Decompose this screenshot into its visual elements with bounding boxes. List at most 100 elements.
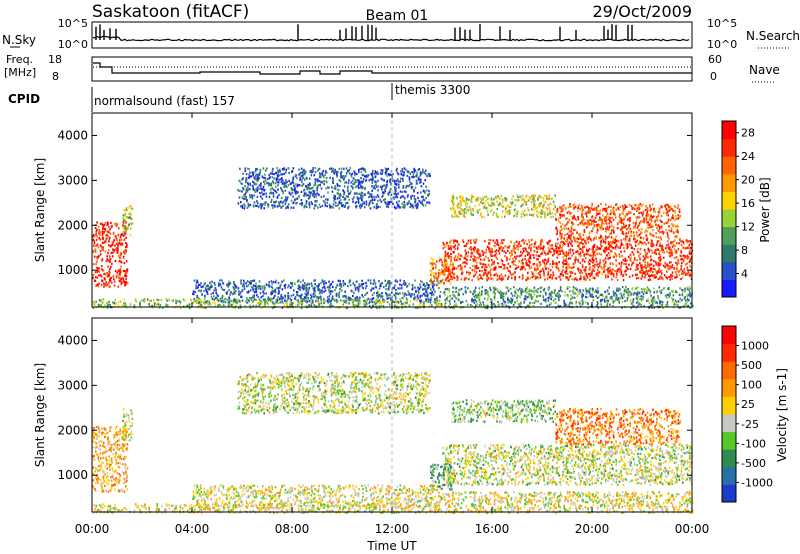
power-echo-3 — [386, 297, 389, 300]
power-echo-5 — [490, 277, 492, 280]
power-echo-5 — [581, 259, 584, 262]
power-echo-5 — [522, 263, 524, 266]
power-echo-5 — [626, 259, 628, 262]
power-echo-2 — [305, 205, 307, 208]
power-echo-8 — [655, 236, 658, 239]
power-echo-5 — [684, 247, 686, 250]
power-echo-4 — [322, 299, 325, 302]
power-echo-4 — [252, 305, 255, 308]
power-echo-8 — [606, 215, 608, 218]
power-echo-5 — [615, 264, 618, 267]
power-echo-5 — [562, 240, 564, 243]
power-echo-0 — [102, 227, 104, 230]
power-echo-2 — [287, 184, 290, 187]
power-echo-2 — [333, 196, 335, 199]
power-echo-7 — [505, 199, 508, 202]
power-echo-5 — [445, 243, 448, 246]
power-echo-2 — [381, 170, 384, 173]
power-echo-8 — [569, 205, 572, 208]
power-echo-4 — [255, 304, 258, 307]
power-echo-5 — [498, 247, 501, 251]
power-echo-6 — [448, 280, 450, 283]
power-echo-2 — [371, 175, 374, 178]
power-echo-5 — [646, 272, 649, 275]
power-echo-2 — [423, 199, 426, 202]
power-echo-5 — [568, 241, 571, 244]
power-echo-5 — [523, 250, 525, 253]
power-echo-4 — [318, 303, 321, 306]
power-echo-7 — [531, 208, 533, 211]
power-echo-2 — [252, 184, 254, 187]
power-echo-7 — [493, 203, 496, 206]
power-echo-8 — [581, 209, 583, 213]
power-echo-8 — [565, 217, 568, 220]
power-echo-3 — [322, 280, 325, 283]
power-echo-2 — [357, 181, 360, 184]
power-echo-3 — [328, 285, 330, 288]
power-echo-5 — [586, 274, 588, 277]
power-echo-0 — [108, 282, 110, 285]
power-echo-3 — [328, 295, 331, 298]
power-echo-5 — [571, 271, 574, 274]
power-echo-5 — [510, 251, 513, 254]
power-echo-8 — [624, 226, 626, 229]
power-echo-5 — [493, 254, 495, 257]
power-echo-3 — [297, 299, 299, 302]
power-echo-3 — [311, 284, 314, 287]
power-echo-5 — [490, 268, 492, 271]
power-echo-0 — [94, 227, 97, 230]
power-echo-7 — [452, 201, 454, 204]
power-echo-2 — [420, 178, 422, 181]
power-echo-4 — [431, 304, 433, 307]
power-echo-2 — [308, 190, 311, 193]
power-echo-5 — [649, 270, 652, 273]
power-echo-4 — [248, 300, 250, 303]
power-echo-2 — [397, 203, 399, 206]
power-echo-5 — [661, 250, 664, 253]
power-echo-2 — [277, 171, 279, 174]
power-echo-2 — [285, 206, 288, 209]
power-echo-0 — [93, 235, 96, 238]
power-echo-5 — [556, 247, 558, 250]
power-echo-6 — [449, 263, 452, 266]
power-echo-3 — [345, 299, 347, 302]
power-echo-5 — [671, 274, 674, 277]
power-echo-5 — [473, 246, 476, 249]
power-echo-7 — [546, 196, 548, 199]
power-echo-4 — [300, 300, 303, 303]
power-echo-8 — [641, 214, 644, 217]
power-echo-2 — [276, 167, 278, 170]
power-echo-4 — [388, 303, 391, 306]
power-echo-4 — [324, 300, 326, 303]
power-echo-2 — [259, 192, 261, 195]
power-echo-5 — [580, 254, 582, 258]
power-echo-4 — [258, 302, 261, 305]
power-echo-5 — [501, 260, 504, 263]
power-echo-6 — [451, 277, 454, 280]
power-echo-2 — [245, 196, 247, 199]
power-echo-5 — [587, 249, 590, 252]
power-echo-0 — [108, 270, 110, 273]
power-echo-0 — [122, 278, 125, 281]
power-echo-3 — [387, 288, 390, 291]
power-echo-2 — [246, 186, 248, 189]
power-echo-2 — [299, 178, 301, 181]
power-echo-3 — [420, 279, 422, 282]
power-echo-5 — [533, 267, 536, 270]
power-echo-2 — [332, 181, 334, 184]
power-echo-3 — [220, 299, 222, 302]
power-echo-3 — [424, 288, 427, 291]
power-echo-2 — [422, 195, 424, 198]
power-echo-3 — [380, 285, 382, 288]
power-echo-5 — [552, 273, 555, 276]
power-echo-3 — [299, 288, 301, 292]
power-echo-2 — [416, 206, 419, 209]
power-echo-5 — [618, 255, 621, 258]
power-echo-3 — [331, 290, 334, 293]
power-echo-2 — [265, 192, 267, 195]
power-echo-5 — [659, 276, 661, 279]
power-echo-3 — [299, 281, 302, 284]
power-echo-0 — [105, 238, 107, 241]
power-echo-7 — [481, 198, 483, 201]
power-echo-5 — [521, 258, 524, 261]
